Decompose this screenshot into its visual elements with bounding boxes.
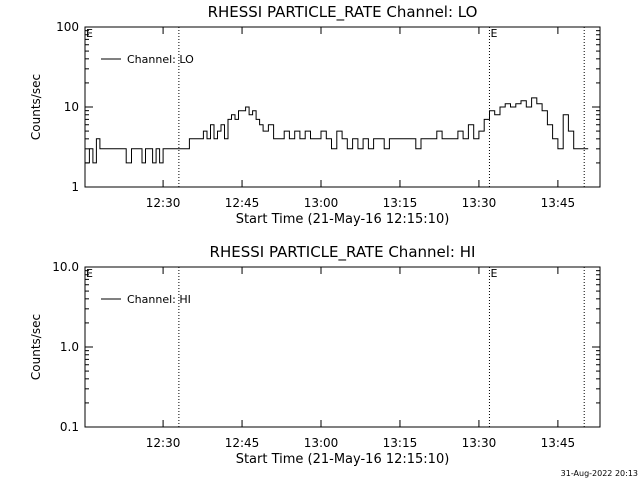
y-tick-label: 100 [56,20,79,34]
y-axis-label: Counts/sec [29,314,43,380]
chart-title: RHESSI PARTICLE_RATE Channel: HI [210,243,476,262]
y-tick-label: 10.0 [52,260,79,274]
y-tick-label: 1 [71,180,79,194]
x-tick-label: 13:30 [462,436,497,450]
x-axis-label: Start Time (21-May-16 12:15:10) [236,212,450,227]
x-tick-label: 12:30 [146,196,181,210]
plot-lo-channel: RHESSI PARTICLE_RATE Channel: LO 12:30 12:… [29,3,601,227]
x-tick-label: 12:45 [225,436,260,450]
event-marker-label: E [490,27,497,40]
x-tick-label: 13:45 [541,436,576,450]
x-tick-label: 13:30 [462,196,497,210]
legend-label: Channel: HI [127,293,191,306]
plot-hi-channel: RHESSI PARTICLE_RATE Channel: HI 12:30 12:… [29,243,601,467]
x-tick-label: 13:15 [383,196,418,210]
y-axis-label: Counts/sec [29,74,43,140]
event-marker-label: E [490,267,497,280]
event-marker-label: E [86,27,93,40]
y-tick-label: 0.1 [60,420,79,434]
event-marker-label: E [86,267,93,280]
y-tick-label: 1.0 [60,340,79,354]
x-tick-label: 13:00 [304,436,339,450]
x-tick-label: 13:45 [541,196,576,210]
x-tick-label: 12:45 [225,196,260,210]
x-tick-label: 12:30 [146,436,181,450]
x-tick-label: 13:00 [304,196,339,210]
series-line [85,97,589,164]
legend-label: Channel: LO [127,53,194,66]
x-axis-label: Start Time (21-May-16 12:15:10) [236,452,450,467]
plot-frame [84,266,601,428]
y-tick-label: 10 [64,100,79,114]
chart-title: RHESSI PARTICLE_RATE Channel: LO [208,3,478,22]
timestamp-label: 31-Aug-2022 20:13 [561,469,638,478]
x-tick-label: 13:15 [383,436,418,450]
